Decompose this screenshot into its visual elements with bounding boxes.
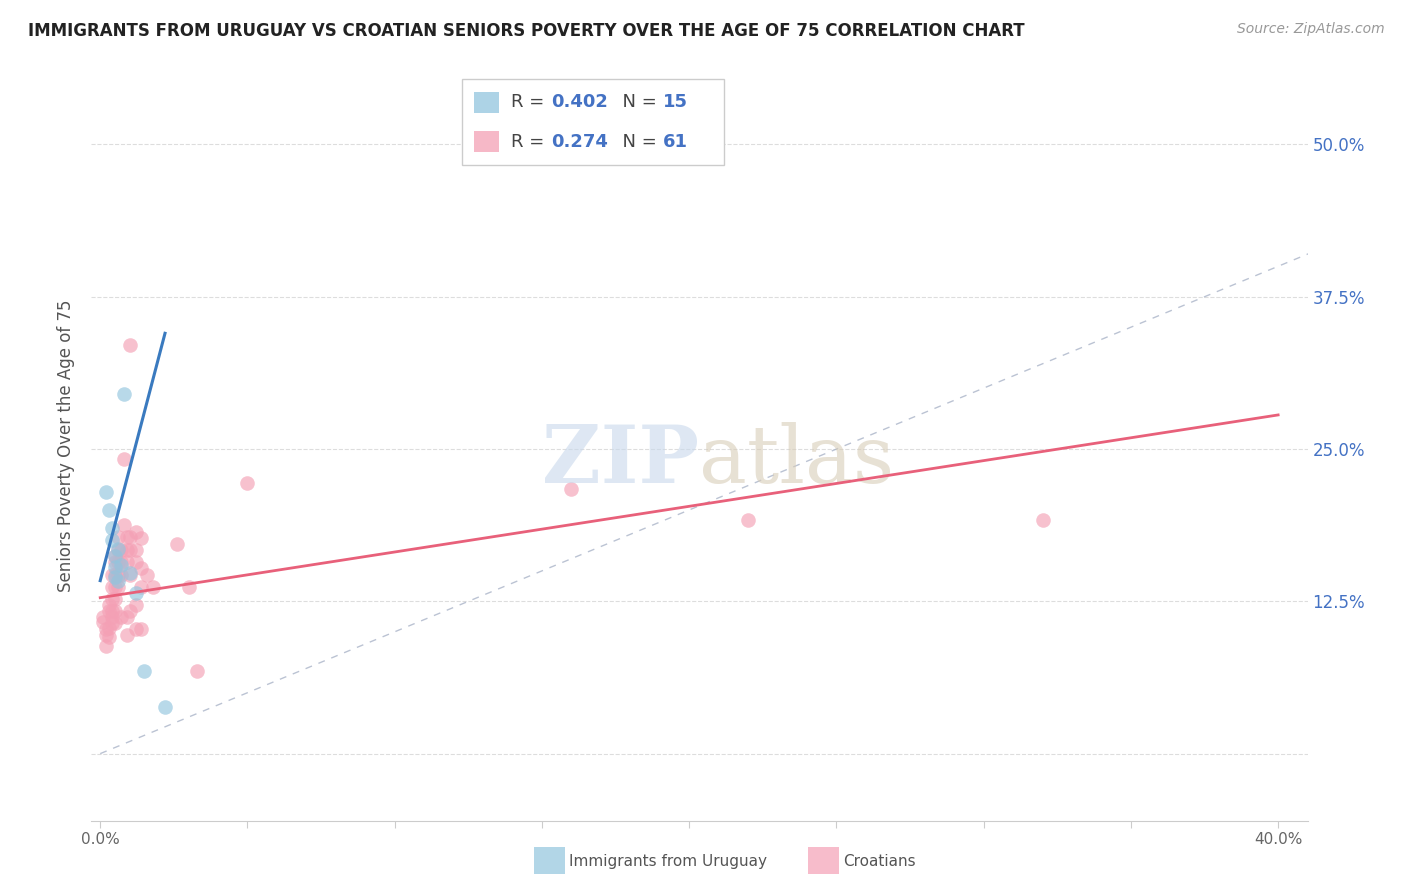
Point <box>110 543 132 558</box>
Point <box>131 580 153 594</box>
Point <box>101 604 124 618</box>
Point <box>107 580 129 594</box>
Point <box>107 541 129 556</box>
Point <box>1032 513 1054 527</box>
Point <box>112 451 135 466</box>
Text: Source: ZipAtlas.com: Source: ZipAtlas.com <box>1237 22 1385 37</box>
Point <box>115 555 138 569</box>
Point <box>104 591 127 606</box>
Point <box>104 616 127 631</box>
Point <box>98 604 121 618</box>
Text: Croatians: Croatians <box>844 855 917 869</box>
Point <box>107 530 129 544</box>
Point <box>94 628 117 642</box>
Point <box>118 338 141 352</box>
Point <box>142 580 165 594</box>
Point <box>104 560 127 574</box>
FancyBboxPatch shape <box>463 78 724 165</box>
Point <box>101 591 124 606</box>
Point <box>118 566 141 581</box>
Text: 0.402: 0.402 <box>551 93 607 112</box>
Text: R =: R = <box>510 133 550 151</box>
Point <box>101 580 124 594</box>
Point <box>560 482 582 496</box>
Point <box>98 503 121 517</box>
Bar <box>474 131 499 153</box>
Point <box>98 621 121 635</box>
Point <box>124 623 146 637</box>
Text: Immigrants from Uruguay: Immigrants from Uruguay <box>569 855 768 869</box>
Point <box>110 610 132 624</box>
Point <box>112 387 135 401</box>
Point <box>104 549 127 564</box>
Point <box>115 628 138 642</box>
Point <box>94 623 117 637</box>
Point <box>101 521 124 535</box>
Point <box>118 543 141 558</box>
Point <box>91 615 114 629</box>
Point <box>101 533 124 548</box>
Point <box>131 531 153 545</box>
Point <box>101 610 124 624</box>
Point <box>104 549 127 564</box>
Text: IMMIGRANTS FROM URUGUAY VS CROATIAN SENIORS POVERTY OVER THE AGE OF 75 CORRELATI: IMMIGRANTS FROM URUGUAY VS CROATIAN SENI… <box>28 22 1025 40</box>
Point <box>177 580 200 594</box>
Text: N =: N = <box>610 93 662 112</box>
Point <box>104 567 127 582</box>
Text: 15: 15 <box>664 93 688 112</box>
Bar <box>474 92 499 112</box>
Y-axis label: Seniors Poverty Over the Age of 75: Seniors Poverty Over the Age of 75 <box>58 300 76 592</box>
Text: ZIP: ZIP <box>543 422 699 500</box>
Point <box>124 586 146 600</box>
Point <box>131 623 153 637</box>
Point <box>112 517 135 532</box>
Point <box>104 580 127 594</box>
Point <box>236 476 259 491</box>
Point <box>737 513 759 527</box>
Point <box>104 604 127 618</box>
Point <box>115 530 138 544</box>
Point <box>104 555 127 569</box>
Point <box>186 664 208 678</box>
Point <box>107 574 129 588</box>
Text: R =: R = <box>510 93 550 112</box>
Point <box>91 610 114 624</box>
Point <box>107 543 129 558</box>
Point <box>115 543 138 558</box>
Point <box>124 555 146 569</box>
Point <box>98 630 121 644</box>
Point <box>104 570 127 584</box>
Point <box>98 598 121 612</box>
Point <box>110 567 132 582</box>
Point <box>136 567 159 582</box>
Point <box>110 555 132 569</box>
Point <box>153 700 176 714</box>
Point <box>118 567 141 582</box>
Point <box>118 530 141 544</box>
Point <box>118 604 141 618</box>
Point <box>166 537 188 551</box>
Point <box>131 561 153 575</box>
Text: 0.274: 0.274 <box>551 133 607 151</box>
Point <box>124 524 146 539</box>
Point <box>107 555 129 569</box>
Point <box>124 543 146 558</box>
Point <box>110 558 132 572</box>
Point <box>101 616 124 631</box>
Point <box>124 598 146 612</box>
Point <box>134 664 156 678</box>
Point <box>94 640 117 654</box>
Text: atlas: atlas <box>699 422 894 500</box>
Text: N =: N = <box>610 133 662 151</box>
Point <box>107 567 129 582</box>
Text: 61: 61 <box>664 133 688 151</box>
Point <box>115 610 138 624</box>
Point <box>101 567 124 582</box>
Point <box>94 484 117 499</box>
